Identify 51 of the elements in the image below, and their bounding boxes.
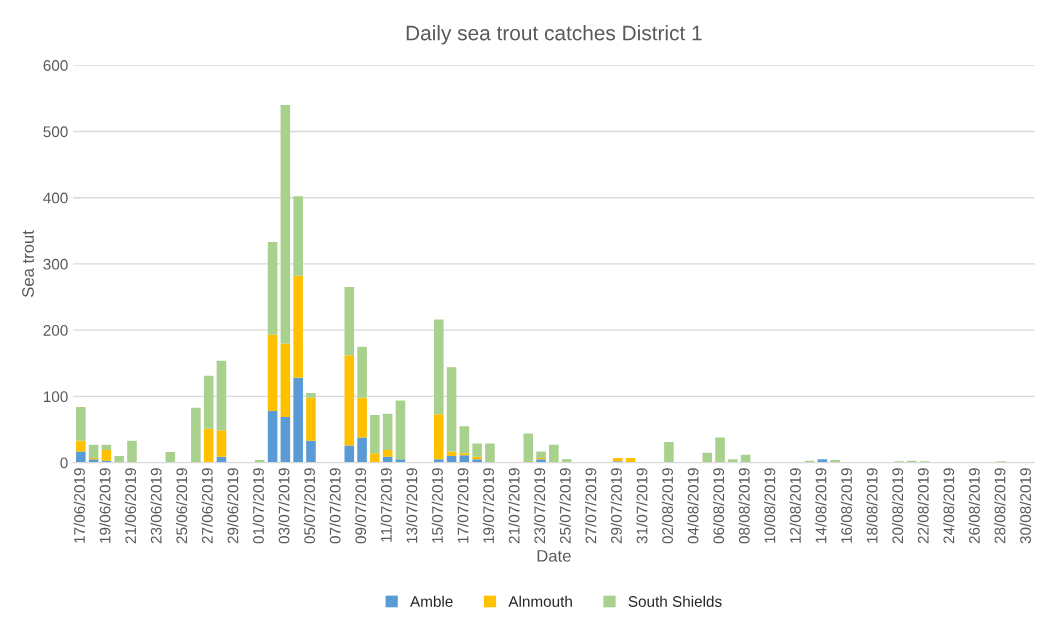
x-tick-label: 01/07/2019 <box>252 468 264 544</box>
x-tick-label: 10/08/2019 <box>764 468 776 543</box>
x-tick-label: 28/08/2019 <box>994 468 1006 544</box>
x-tick-label: 31/07/2019 <box>636 468 648 544</box>
x-tick-label: 20/08/2019 <box>891 468 904 544</box>
x-tick-label: 02/08/2019 <box>661 468 674 544</box>
x-tick-label: 27/06/2019 <box>201 468 213 544</box>
x-axis-title: Date <box>537 550 571 562</box>
x-tick-label: 07/07/2019 <box>329 468 341 544</box>
x-tick-label: 19/07/2019 <box>482 468 495 543</box>
x-tick-label: 03/07/2019 <box>278 468 290 544</box>
x-tick-label: 23/06/2019 <box>150 468 162 544</box>
x-tick-label: 06/08/2019 <box>712 468 725 544</box>
x-tick-label: 23/07/2019 <box>533 468 546 544</box>
y-tick-label: 100 <box>43 391 68 403</box>
x-tick-label: 04/08/2019 <box>687 468 699 544</box>
x-tick-label: 15/07/2019 <box>431 468 443 543</box>
x-tick-label: 11/07/2019 <box>380 468 392 542</box>
x-tick-label: 18/08/2019 <box>866 468 878 543</box>
legend-label: South Shields <box>628 595 722 607</box>
x-tick-label: 26/08/2019 <box>968 468 980 544</box>
x-tick-label: 19/06/2019 <box>99 468 111 543</box>
x-tick-label: 17/06/2019 <box>73 468 85 543</box>
x-tick-label: 22/08/2019 <box>917 468 929 544</box>
x-tick-label: 08/08/2019 <box>738 468 750 544</box>
x-tick-label: 27/07/2019 <box>585 468 597 544</box>
x-tick-label: 16/08/2019 <box>840 468 852 543</box>
x-tick-label: 30/08/2019 <box>1019 468 1031 544</box>
x-tick-label: 05/07/2019 <box>303 468 316 544</box>
x-tick-label: 29/07/2019 <box>610 468 622 544</box>
y-tick-label: 600 <box>43 60 68 71</box>
y-tick-label: 0 <box>60 457 68 469</box>
x-tick-label: 25/06/2019 <box>175 468 188 544</box>
y-tick-label: 200 <box>43 325 68 336</box>
x-tick-label: 25/07/2019 <box>559 468 571 544</box>
y-tick-label: 300 <box>43 258 68 270</box>
x-tick-label: 29/06/2019 <box>227 468 239 544</box>
x-tick-label: 13/07/2019 <box>406 468 418 543</box>
chart-title: Daily sea trout catches District 1 <box>406 25 702 45</box>
x-tick-label: 21/06/2019 <box>124 468 137 544</box>
legend-label: Alnmouth <box>508 595 572 607</box>
x-tick-label: 24/08/2019 <box>943 468 955 544</box>
x-tick-label: 21/07/2019 <box>508 468 520 544</box>
x-tick-label: 17/07/2019 <box>457 468 469 543</box>
x-tick-label: 14/08/2019 <box>815 468 827 543</box>
x-tick-label: 09/07/2019 <box>354 468 367 544</box>
y-tick-label: 400 <box>43 192 68 204</box>
legend-label: Amble <box>410 595 453 607</box>
y-tick-label: 500 <box>43 126 68 138</box>
x-tick-label: 12/08/2019 <box>789 468 801 543</box>
y-axis-title: Sea trout <box>22 230 34 297</box>
